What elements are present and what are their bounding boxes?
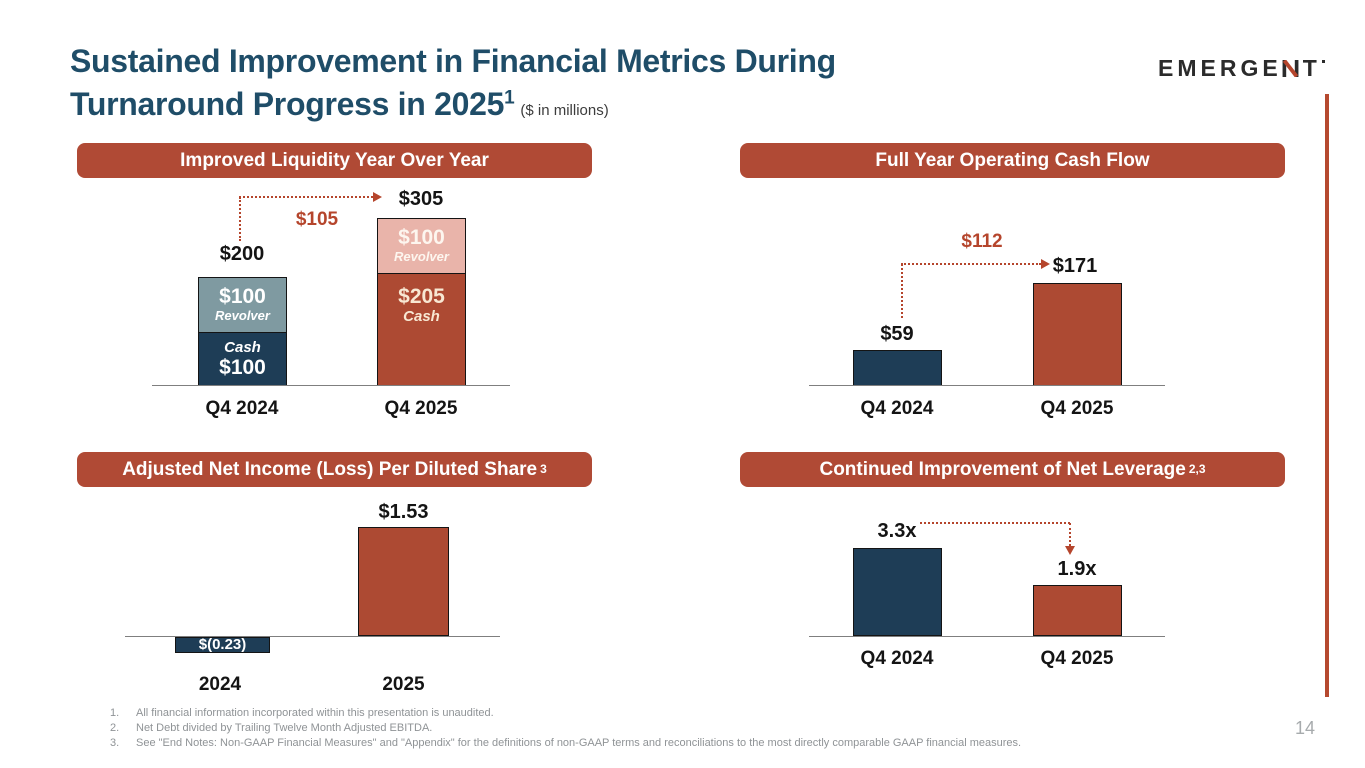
liquidity-category-2: Q4 2025	[384, 398, 458, 419]
title-line-2: Turnaround Progress in 2025	[70, 85, 505, 122]
chart-eps-title-sup: 3	[540, 461, 547, 476]
cash-flow-value-2025: $171	[1052, 255, 1098, 277]
eps-x-axis	[125, 636, 500, 637]
eps-category-1: 2024	[198, 674, 242, 695]
cash-flow-bar-2024	[853, 350, 942, 386]
liquidity-total-q4-2025: $305	[398, 188, 444, 210]
emergent-logo: EMERGE T	[1158, 55, 1325, 82]
chart-leverage-title: Continued Improvement of Net Leverage	[819, 458, 1186, 480]
leverage-value-2024: 3.3x	[877, 520, 917, 542]
leverage-bar-2025	[1033, 585, 1122, 636]
liquidity-bar-2024-revolver: $100 Revolver	[198, 277, 287, 333]
cash-flow-x-axis	[809, 385, 1165, 386]
leverage-arrow-horizontal	[920, 522, 1070, 524]
leverage-bar-2024	[853, 548, 942, 636]
logo-text-left: EMERGE	[1158, 55, 1282, 81]
leverage-arrow-vertical	[1069, 523, 1071, 546]
chart-liquidity-header: Improved Liquidity Year Over Year	[77, 143, 592, 178]
leverage-category-1: Q4 2024	[860, 648, 934, 669]
cash-flow-arrow-vertical	[901, 264, 903, 318]
footnote-2: 2. Net Debt divided by Trailing Twelve M…	[110, 721, 1170, 736]
cash-flow-arrow-horizontal	[901, 263, 1041, 265]
chart-liquidity-title: Improved Liquidity Year Over Year	[180, 149, 489, 171]
logo-n-icon	[1282, 60, 1299, 77]
chart-leverage-header: Continued Improvement of Net Leverage 2,3	[740, 452, 1285, 487]
cash-flow-delta-label: $112	[961, 231, 1003, 252]
liquidity-bar-2025-cash: $205 Cash	[377, 273, 466, 386]
footnote-text: All financial information incorporated w…	[136, 707, 494, 719]
chart-leverage-title-sup: 2,3	[1188, 461, 1206, 476]
eps-value-2025: $1.53	[378, 501, 429, 523]
accent-rule	[1325, 94, 1329, 697]
eps-bar-2025	[358, 527, 449, 636]
title-footnote-sup: 1	[504, 86, 515, 108]
footnote-3: 3. See "End Notes: Non-GAAP Financial Me…	[110, 736, 1170, 751]
segment-name: Revolver	[215, 308, 270, 324]
segment-name: Cash	[224, 338, 261, 356]
liquidity-bar-2024-cash: Cash $100	[198, 332, 287, 386]
liquidity-x-axis	[152, 385, 510, 386]
liquidity-category-1: Q4 2024	[205, 398, 279, 419]
title-line-1: Sustained Improvement in Financial Metri…	[70, 43, 836, 79]
liquidity-arrow-horizontal	[239, 196, 373, 198]
liquidity-arrowhead-icon	[373, 192, 382, 202]
footnotes: 1. All financial information incorporate…	[110, 706, 1170, 751]
liquidity-delta-label: $105	[295, 209, 339, 230]
segment-value: $100	[398, 226, 445, 250]
liquidity-bar-2025-revolver: $100 Revolver	[377, 218, 466, 274]
footnote-text: See "End Notes: Non-GAAP Financial Measu…	[136, 737, 1022, 749]
liquidity-total-q4-2024: $200	[219, 243, 265, 265]
cash-flow-bar-2025	[1033, 283, 1122, 386]
page-number: 14	[1295, 718, 1316, 738]
footnote-number: 2.	[110, 722, 120, 734]
logo-trademark-icon	[1321, 60, 1325, 63]
chart-eps-header: Adjusted Net Income (Loss) Per Diluted S…	[77, 452, 592, 487]
liquidity-arrow-vertical	[239, 197, 241, 241]
footnote-text: Net Debt divided by Trailing Twelve Mont…	[136, 722, 433, 734]
cash-flow-arrowhead-icon	[1041, 259, 1050, 269]
leverage-arrowhead-icon	[1065, 546, 1075, 555]
chart-cash-flow-header: Full Year Operating Cash Flow	[740, 143, 1285, 178]
cash-flow-category-2: Q4 2025	[1040, 398, 1114, 419]
leverage-value-2025: 1.9x	[1057, 558, 1097, 580]
segment-name: Cash	[403, 308, 440, 326]
leverage-x-axis	[809, 636, 1165, 637]
cash-flow-category-1: Q4 2024	[860, 398, 934, 419]
segment-value: $205	[398, 285, 445, 308]
segment-name: Revolver	[394, 249, 449, 265]
footnote-number: 3.	[110, 737, 120, 749]
units-note: ($ in millions)	[520, 101, 609, 119]
leverage-category-2: Q4 2025	[1040, 648, 1114, 669]
footnote-number: 1.	[110, 707, 120, 719]
eps-category-2: 2025	[382, 674, 425, 695]
segment-value: $100	[219, 285, 266, 309]
chart-cash-flow-title: Full Year Operating Cash Flow	[875, 149, 1150, 171]
eps-value-2024: $(0.23)	[198, 636, 247, 653]
footnote-1: 1. All financial information incorporate…	[110, 706, 1170, 721]
logo-text-right: T	[1302, 55, 1321, 81]
segment-value: $100	[219, 355, 266, 379]
eps-bar-2024: $(0.23)	[175, 637, 270, 653]
cash-flow-value-2024: $59	[880, 323, 914, 345]
chart-eps-title: Adjusted Net Income (Loss) Per Diluted S…	[122, 458, 538, 480]
page-title: Sustained Improvement in Financial Metri…	[70, 40, 1120, 125]
